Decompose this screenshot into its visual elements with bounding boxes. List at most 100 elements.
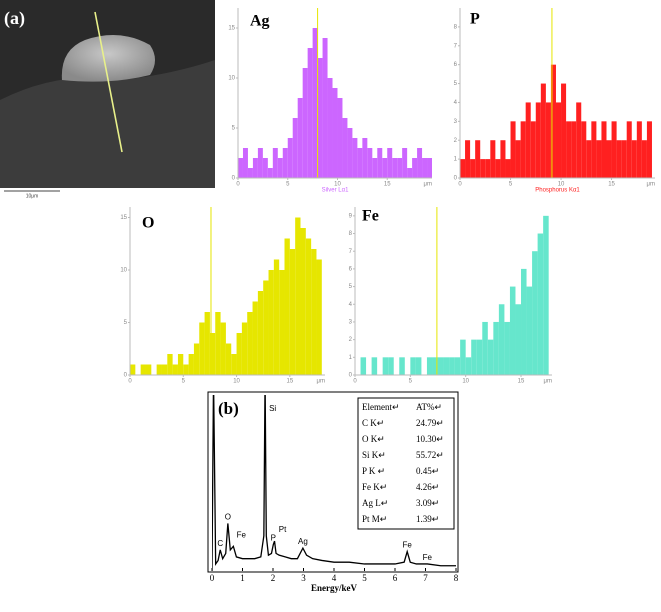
sem-image: (a) 10μm (0, 0, 215, 200)
x-tick-label: 15 (286, 379, 293, 385)
bar (282, 148, 288, 178)
bar (183, 364, 189, 375)
bar (449, 357, 455, 375)
bar (631, 140, 637, 178)
y-tick-label: 5 (124, 320, 128, 326)
y-tick-label: 9 (349, 213, 353, 219)
bar (412, 158, 418, 178)
table-cell: 24.79↵ (416, 418, 444, 428)
bar (397, 158, 403, 178)
bar (272, 148, 278, 178)
bar (215, 312, 221, 375)
bar (279, 270, 285, 375)
chart-title: Ag (250, 13, 270, 30)
y-tick-label: 8 (349, 231, 353, 237)
x-tick-label: 5 (286, 182, 290, 188)
bar (443, 357, 450, 375)
bar (287, 138, 293, 178)
y-tick-label: 5 (349, 284, 353, 290)
bar (427, 158, 432, 178)
peak-label: Si (269, 404, 276, 413)
bar (161, 364, 168, 375)
bar (487, 339, 494, 375)
table-cell: 55.72↵ (416, 450, 444, 460)
table-cell: 3.09↵ (416, 498, 439, 508)
x-tick-label: 0 (458, 182, 462, 188)
bar (342, 118, 348, 178)
table-cell: C K↵ (362, 418, 384, 428)
bar (311, 249, 317, 375)
table-header: AT%↵ (416, 402, 442, 412)
bar (505, 159, 511, 178)
x-tick-label: 5 (409, 379, 413, 385)
bar (247, 312, 253, 375)
x-tick-label: 10 (558, 182, 565, 188)
bar (130, 364, 136, 375)
bar (611, 121, 617, 178)
bar (317, 58, 323, 178)
bar (475, 140, 481, 178)
bar (231, 354, 237, 375)
bar (312, 28, 318, 178)
table-cell: 10.30↵ (416, 434, 444, 444)
y-tick-label: 8 (454, 24, 458, 30)
plot-frame (207, 391, 459, 573)
bar (199, 322, 205, 375)
bar (581, 121, 587, 178)
bar (555, 102, 562, 178)
bar (268, 270, 274, 375)
bar (305, 238, 312, 375)
bar (616, 140, 622, 178)
bar (493, 321, 499, 375)
bar (504, 321, 510, 375)
bar (470, 159, 476, 178)
bar (498, 304, 505, 375)
x-tick-label: 15 (384, 182, 391, 188)
peak-label: Fe (403, 541, 413, 550)
bar (371, 357, 378, 375)
scale-bar-label: 10μm (26, 193, 39, 199)
y-tick-label: 7 (454, 43, 458, 49)
x-tick-label: 0 (128, 379, 132, 385)
x-tick-label: 5 (182, 379, 186, 385)
bar (140, 364, 146, 375)
x-tick-label: 0 (210, 573, 215, 583)
bar (586, 140, 592, 178)
bar (360, 357, 367, 375)
bar (485, 159, 491, 178)
bar (601, 121, 607, 178)
bar (300, 228, 306, 375)
bar (172, 364, 178, 375)
bar (193, 343, 200, 375)
peak-label: Fe (423, 553, 433, 562)
bar (307, 48, 313, 178)
bar (482, 321, 488, 375)
x-axis-label: Silver Lα1 (322, 188, 349, 194)
spectrum-line (212, 395, 456, 571)
bar (220, 322, 226, 375)
x-tick-label: 6 (393, 573, 398, 583)
table-frame (357, 397, 455, 530)
bar (377, 148, 383, 178)
bar (156, 364, 162, 375)
bar (337, 98, 343, 178)
x-tick-label: 0 (353, 379, 357, 385)
table-cell: Ag L↵ (362, 498, 388, 508)
bar (532, 251, 538, 375)
table-cell: 0.45↵ (416, 466, 439, 476)
bar (352, 138, 358, 178)
y-tick-label: 0 (124, 373, 128, 379)
bar (188, 354, 194, 375)
bar (490, 140, 496, 178)
bar (257, 291, 264, 375)
bar (242, 148, 248, 178)
y-tick-label: 15 (228, 26, 235, 32)
bar (510, 121, 516, 178)
bar (407, 168, 413, 178)
bar (646, 121, 652, 178)
bar (545, 102, 551, 178)
bar (295, 217, 301, 375)
x-tick-label: 5 (362, 573, 367, 583)
y-tick-label: 3 (454, 119, 458, 125)
